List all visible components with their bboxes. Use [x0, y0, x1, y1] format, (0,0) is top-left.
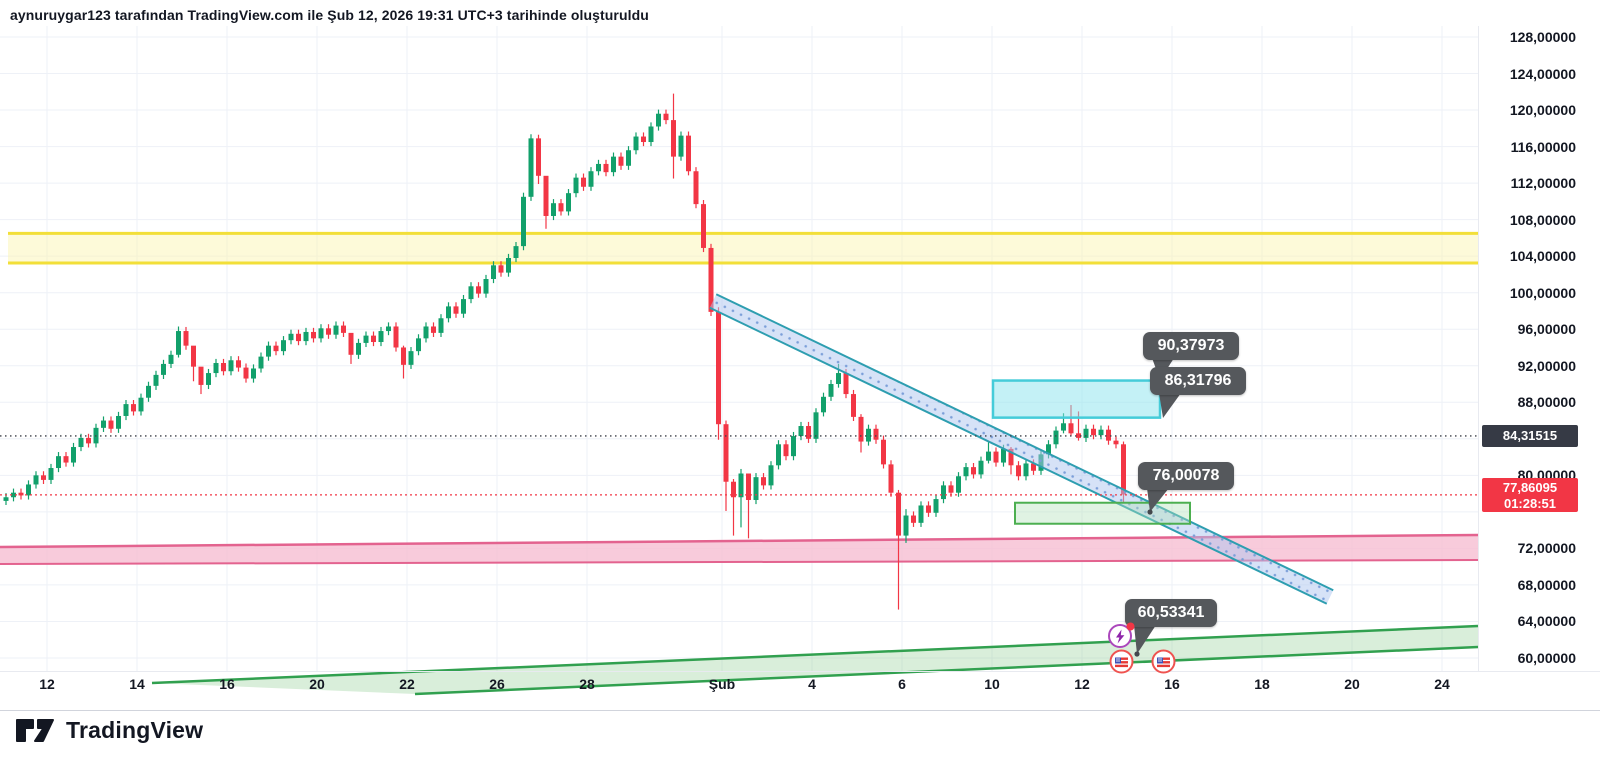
green-target-box[interactable] — [1014, 501, 1191, 525]
tradingview-logo-text: TradingView — [66, 716, 204, 743]
time-axis-label: 10 — [984, 676, 1000, 692]
price-target-boxes — [991, 379, 1191, 525]
countdown-timer: 01:28:51 — [1503, 495, 1557, 511]
time-axis-label: 6 — [898, 676, 906, 692]
green-rising-wedge — [151, 624, 1479, 696]
price-axis-label: 100,00000 — [1509, 284, 1576, 301]
time-axis-label: 20 — [309, 676, 325, 692]
price-axis-label: 128,00000 — [1509, 29, 1576, 45]
current-price-badge: 77,86095 01:28:51 — [1482, 477, 1578, 512]
price-axis-label: 72,00000 — [1517, 540, 1576, 557]
time-axis-label: 16 — [1164, 676, 1180, 692]
economic-event-flag-icon[interactable] — [1109, 649, 1135, 680]
time-axis-label: 22 — [399, 676, 415, 692]
price-callout-label[interactable]: 86,31796 — [1150, 367, 1246, 395]
candlestick-series — [3, 93, 1126, 610]
time-axis-label: 24 — [1434, 676, 1450, 692]
notification-dot — [1126, 622, 1135, 631]
footer-separator — [0, 710, 1600, 711]
price-axis-label: 64,00000 — [1517, 613, 1576, 630]
time-axis-label: 20 — [1344, 676, 1360, 692]
callout-tails — [1134, 358, 1181, 657]
economic-event-flag-icon[interactable] — [1151, 649, 1177, 680]
price-axis-label: 112,00000 — [1510, 175, 1576, 192]
price-axis-separator — [1478, 26, 1479, 671]
current-price-value: 77,86095 — [1502, 479, 1558, 495]
price-axis-label: 104,00000 — [1509, 248, 1576, 265]
price-axis-label: 116,00000 — [1510, 138, 1576, 155]
time-axis-label: 4 — [808, 676, 816, 692]
price-callout-label[interactable]: 90,37973 — [1143, 332, 1239, 360]
descending-channel — [709, 293, 1334, 605]
time-axis-label: 26 — [489, 676, 505, 692]
price-axis-label: 68,00000 — [1517, 576, 1576, 593]
price-axis-label: 88,00000 — [1517, 394, 1576, 411]
price-axis-label: 124,00000 — [1509, 65, 1576, 82]
tradingview-logo-mark — [16, 719, 54, 742]
time-axis-label: 12 — [1074, 676, 1090, 692]
price-axis-label: 96,00000 — [1517, 321, 1576, 338]
time-axis-label: 12 — [39, 676, 55, 692]
time-axis-label: 18 — [1254, 676, 1270, 692]
price-axis-label: 60,00000 — [1517, 649, 1576, 666]
price-callout-label[interactable]: 76,00078 — [1138, 462, 1234, 490]
price-axis-label: 108,00000 — [1509, 211, 1576, 228]
time-axis-label: 28 — [579, 676, 595, 692]
time-axis-label: Şub — [708, 676, 736, 692]
price-callout-label[interactable]: 60,53341 — [1125, 599, 1217, 627]
price-axis-label: 120,00000 — [1509, 102, 1576, 119]
time-axis-label: 16 — [219, 676, 235, 692]
last-price-badge: 84,31515 — [1482, 424, 1578, 447]
time-axis-separator — [0, 671, 1600, 672]
last-price-value: 84,31515 — [1502, 427, 1558, 443]
cyan-target-box[interactable] — [991, 379, 1162, 419]
price-axis-label: 92,00000 — [1517, 357, 1576, 374]
yellow-resistance-zone — [8, 231, 1478, 265]
time-axis-label: 14 — [129, 676, 145, 692]
snapshot-attribution: aynuruygar123 tarafından TradingView.com… — [10, 7, 649, 23]
price-lines — [0, 435, 1478, 496]
flash-event-icon[interactable] — [1107, 622, 1137, 657]
tradingview-logo[interactable]: TradingView — [14, 716, 203, 744]
gridlines — [0, 26, 1478, 671]
pink-support-zone — [0, 533, 1479, 565]
